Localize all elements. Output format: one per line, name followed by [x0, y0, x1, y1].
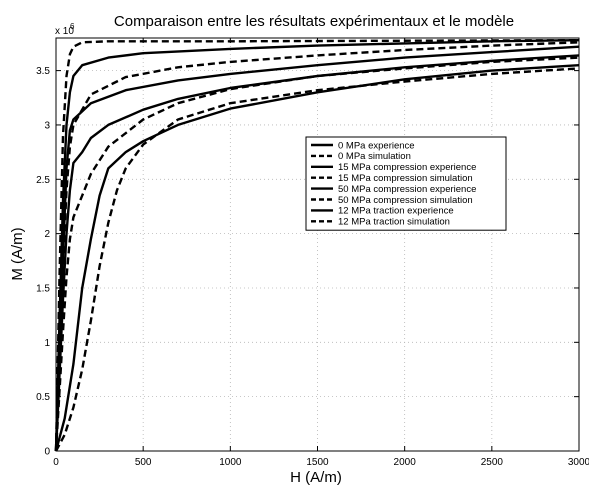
- x-tick-label: 2500: [481, 457, 504, 468]
- x-axis-title: H (A/m): [290, 469, 342, 486]
- y-tick-label: 0.5: [36, 392, 50, 403]
- y-axis-title: M (A/m): [9, 227, 26, 280]
- y-tick-label: 1: [44, 338, 50, 349]
- series-line-0-mpa-experience: [54, 39, 580, 452]
- series-line-12-mpa-traction-simulation: [54, 67, 580, 452]
- legend-label: 15 MPa compression simulation: [338, 173, 473, 184]
- legend-label: 12 MPa traction simulation: [338, 217, 450, 228]
- legend-box: [305, 136, 507, 231]
- chart-title: Comparaison entre les résultats expérime…: [114, 13, 514, 30]
- y-tick-label: 3.5: [36, 66, 50, 77]
- y-tick-label: 0: [44, 447, 50, 458]
- legend-label: 50 MPa compression simulation: [338, 195, 473, 206]
- x-tick-label: 3000: [568, 457, 589, 468]
- series-line-0-mpa-simulation: [54, 39, 580, 452]
- series-line-50-mpa-compression-simulation: [54, 56, 580, 452]
- y-axis-multiplier: x 10: [55, 26, 74, 37]
- legend-label: 12 MPa traction experience: [338, 206, 454, 217]
- x-tick-label: 1000: [219, 457, 242, 468]
- x-tick-label: 1500: [306, 457, 329, 468]
- x-tick-label: 2000: [394, 457, 417, 468]
- series-line-15-mpa-compression-simulation: [54, 41, 580, 452]
- y-tick-label: 3: [44, 120, 50, 131]
- legend-label: 0 MPa experience: [338, 140, 415, 151]
- y-tick-label: 1.5: [36, 283, 50, 294]
- legend-label: 50 MPa compression experience: [338, 184, 476, 195]
- legend-label: 0 MPa simulation: [338, 151, 411, 162]
- series-lines: [54, 39, 580, 452]
- legend-label: 15 MPa compression experience: [338, 162, 476, 173]
- x-tick-label: 0: [53, 457, 59, 468]
- grid: [56, 38, 579, 451]
- y-tick-label: 2: [44, 229, 50, 240]
- y-tick-label: 2.5: [36, 175, 50, 186]
- y-axis-multiplier-exponent: 6: [70, 22, 75, 31]
- series-line-50-mpa-compression-experience: [54, 54, 580, 452]
- axis-ticks: 0 500 1000 1500 2000 2500 3000 0 0.5 1 1.5 2 2.5 3 3.5: [36, 38, 589, 468]
- x-tick-label: 500: [135, 457, 152, 468]
